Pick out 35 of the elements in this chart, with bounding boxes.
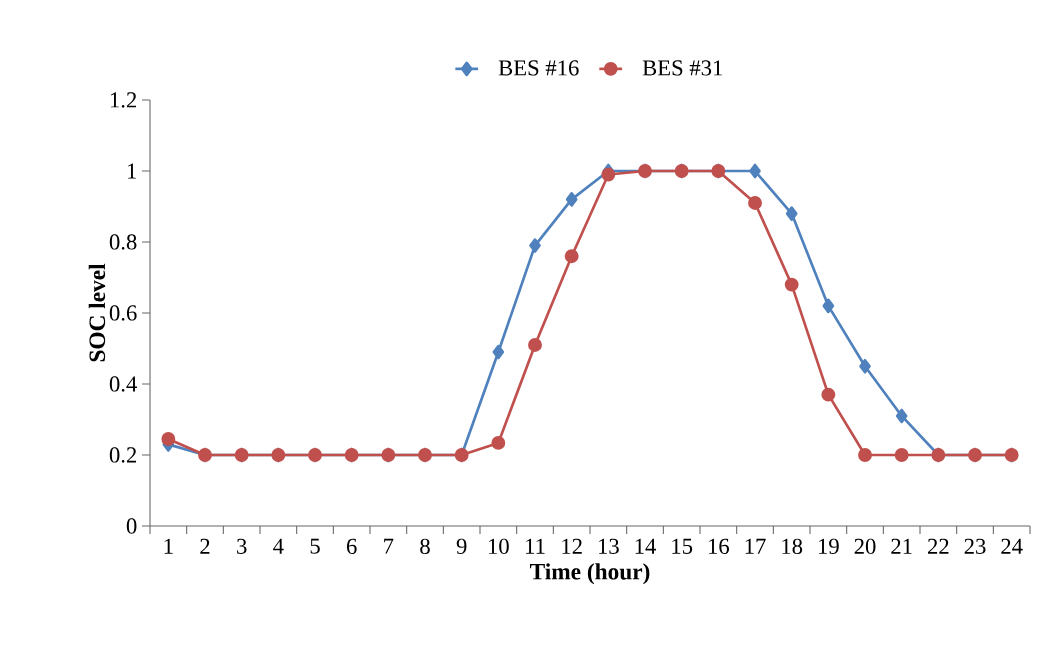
x-tick-label: 8 (420, 538, 430, 555)
y-tick-label: 0.4 (109, 376, 137, 392)
x-tick-label: 19 (819, 538, 839, 554)
legend-label: BES #31 (642, 60, 722, 76)
x-tick-label: 9 (456, 538, 467, 554)
y-tick-label: 0.8 (109, 234, 137, 250)
y-tick-label: 1.2 (110, 92, 137, 108)
x-tick-label: 18 (782, 538, 803, 555)
x-tick-label: 3 (237, 538, 247, 554)
y-tick-label: 0 (126, 518, 137, 534)
x-tick-label: 5 (310, 538, 320, 554)
x-tick-label: 21 (891, 538, 912, 554)
x-tick-label: 10 (489, 538, 509, 555)
x-tick-label: 20 (854, 538, 876, 555)
y-axis-title: SOC level (88, 263, 106, 362)
x-tick-label: 22 (928, 538, 949, 554)
x-tick-label: 23 (964, 538, 986, 554)
x-tick-label: 1 (164, 538, 173, 554)
x-tick-label: 24 (1001, 538, 1023, 554)
x-tick-label: 12 (562, 538, 582, 554)
x-tick-label: 17 (745, 538, 766, 554)
x-tick-label: 13 (599, 538, 619, 554)
y-tick-label: 1 (127, 163, 136, 179)
y-tick-label: 0.2 (109, 447, 137, 463)
x-tick-label: 2 (200, 538, 210, 554)
y-tick-label: 0.6 (109, 305, 137, 321)
x-tick-label: 7 (384, 538, 394, 554)
x-tick-label: 4 (273, 538, 284, 554)
legend-label: BES #16 (498, 60, 579, 76)
x-tick-label: 16 (709, 538, 730, 554)
x-tick-label: 15 (672, 538, 693, 554)
x-axis-title: Time (hour) (529, 563, 650, 585)
x-tick-label: 11 (526, 538, 545, 554)
x-tick-label: 14 (635, 538, 656, 554)
x-tick-label: 6 (346, 538, 357, 554)
